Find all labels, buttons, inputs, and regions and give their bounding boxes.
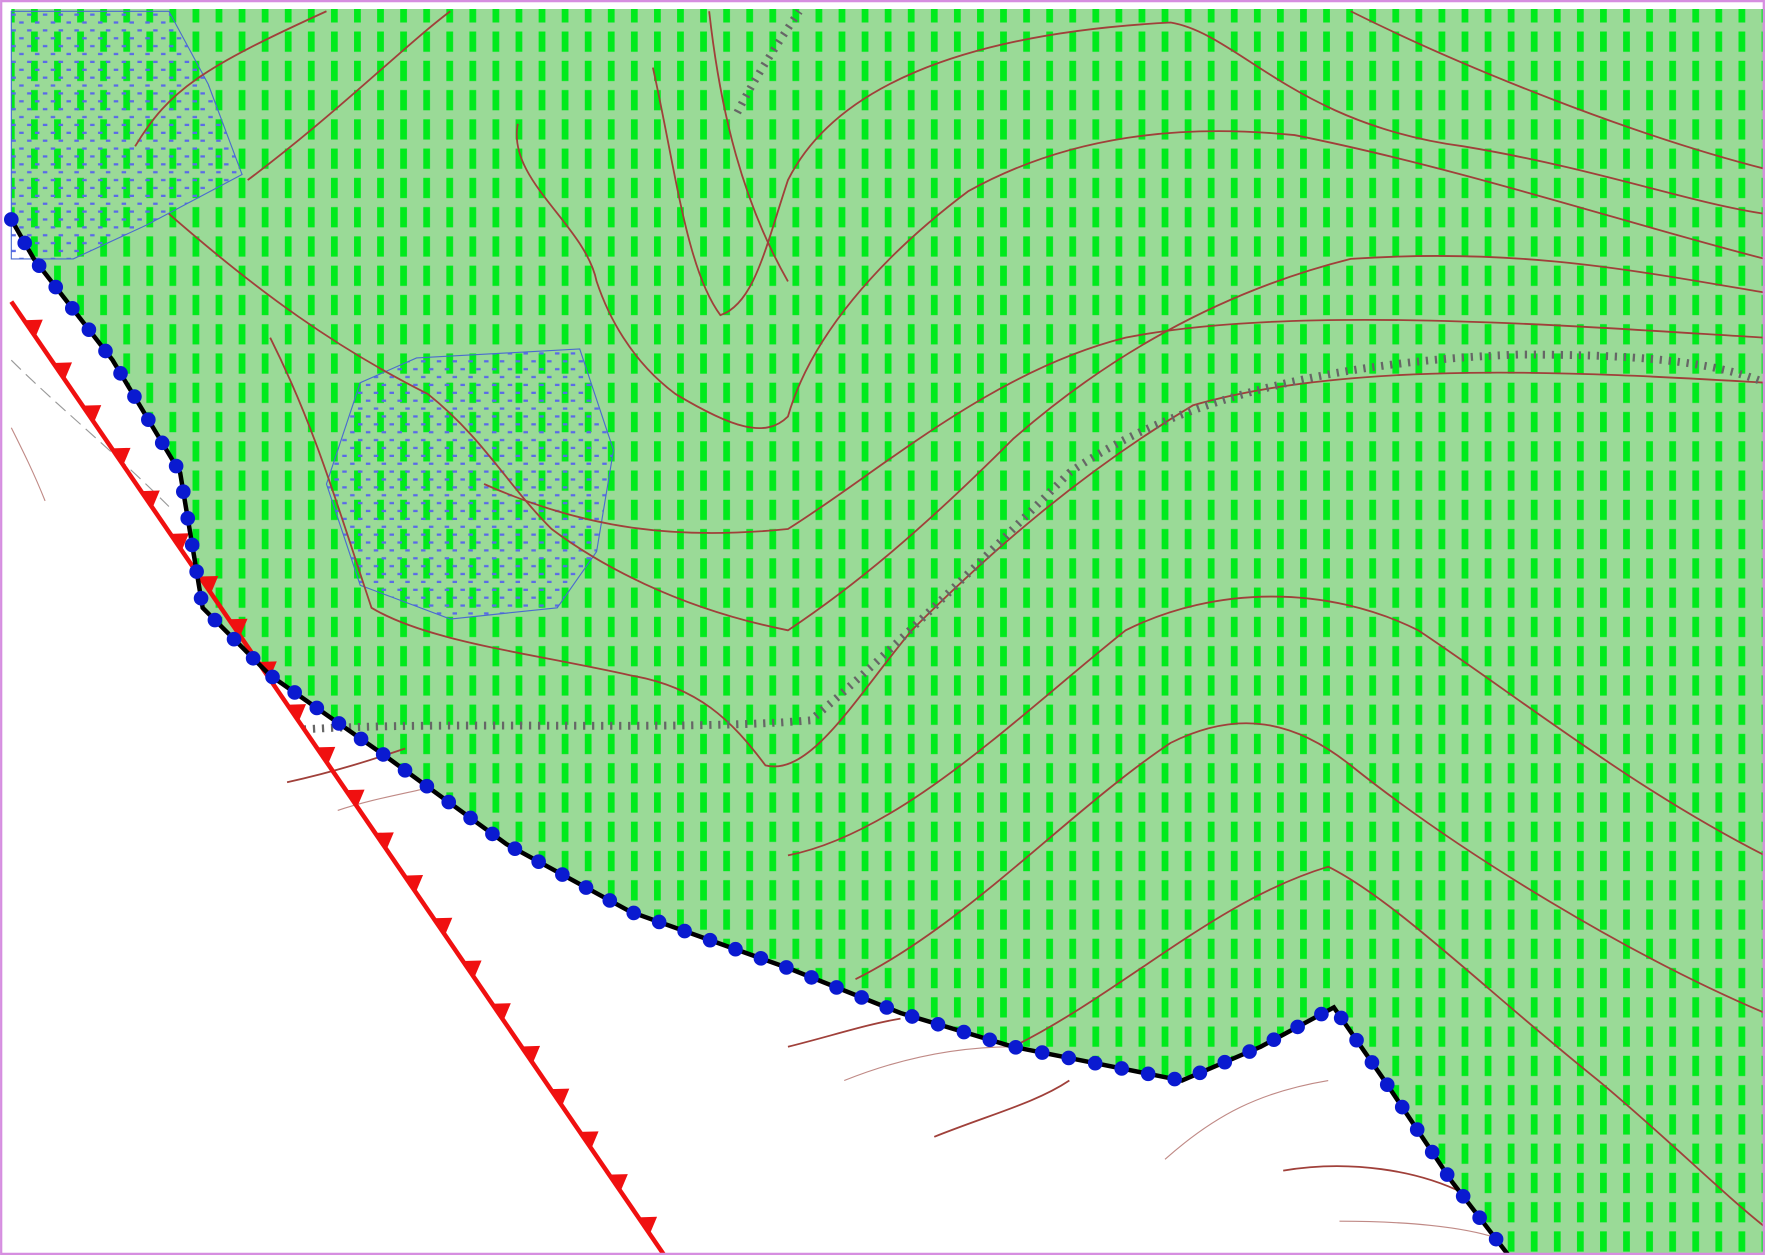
fault-tooth [550,1088,570,1106]
fault-tooth [404,875,424,893]
contour [787,1017,901,1048]
fault-tooth [228,618,248,636]
fault-tooth [53,362,73,380]
contour [708,11,789,282]
minor-contours [10,427,1498,1239]
fault-tooth [287,704,307,722]
fault-tooth [492,1003,511,1021]
contour [652,21,1765,317]
contour [855,722,1765,1014]
contour [10,427,46,502]
fault-tooth [609,1174,628,1192]
fault-tooth [82,405,102,423]
fault-tooth [638,1216,658,1235]
fault-tooth [111,447,131,466]
fault-tooth [170,533,190,551]
contour [1339,1220,1498,1239]
fault-tooth [316,746,336,765]
fault-tooth [141,490,160,508]
dotted-zone [10,10,243,260]
contour [247,10,451,181]
contour [787,595,1765,857]
contour [1164,1079,1329,1160]
contour [844,1046,1014,1082]
fault-tooth [375,832,394,850]
fault-teeth [24,319,658,1235]
contours [134,10,1765,1228]
contour [1350,10,1765,170]
contour [286,747,406,784]
contour [483,318,1765,534]
contour [1012,865,1765,1228]
fault-tooth [24,319,43,337]
contour [933,1079,1070,1138]
contour [1283,1165,1464,1194]
fault-tooth [345,789,365,807]
contour [515,123,1765,430]
contour [269,337,1765,768]
contour [168,213,1765,632]
boundary-beads [4,212,1516,1255]
fault-tooth [199,575,219,594]
dotted-zone [325,348,615,620]
fault-tooth [433,917,453,936]
fault-tooth [579,1131,599,1149]
contour [134,10,327,147]
fault-tooth [521,1045,541,1064]
fault-tooth [462,960,482,978]
trail [10,359,170,507]
